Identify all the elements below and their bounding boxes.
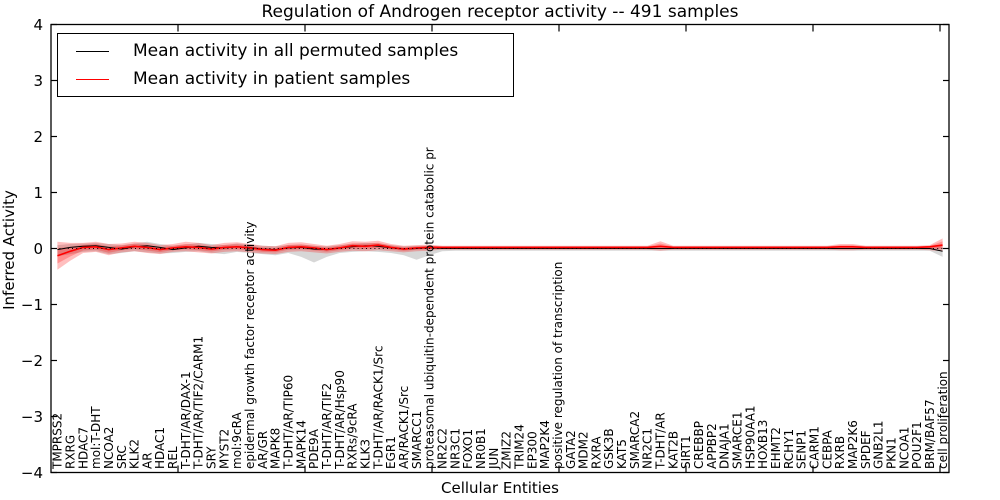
x-tick-label: NCOA1: [897, 427, 911, 469]
chart-title: Regulation of Androgen receptor activity…: [261, 2, 739, 22]
x-tick-label: cell proliferation: [936, 371, 950, 469]
x-tick-label: HDAC1: [153, 427, 167, 469]
x-tick-label: ZMIZ2: [500, 431, 514, 469]
x-tick-label: SPDEF: [859, 430, 873, 469]
x-tick-label: MAPK8: [269, 428, 283, 469]
x-tick-label: CREBBP: [692, 421, 706, 469]
x-tick-label: KLK3: [359, 439, 373, 469]
x-tick-label: TMPRSS2: [51, 413, 65, 470]
x-tick-label: BRM/BAF57: [923, 399, 937, 469]
x-tick-label: SIRT1: [679, 435, 693, 469]
x-tick-label: SMARCC1: [410, 411, 424, 469]
x-tick-label: NCOA2: [102, 427, 116, 469]
x-tick-label: EGR1: [384, 436, 398, 469]
y-tick-label: 1: [33, 184, 43, 202]
x-tick-label: NR2C1: [641, 428, 655, 469]
x-tick-label: FOXO1: [461, 429, 475, 469]
x-tick-label: CARM1: [808, 426, 822, 469]
y-axis-ticks: −4 −3 −2 −1 0 1 2 3 4: [21, 16, 949, 482]
x-tick-label: GNB2L1: [872, 421, 886, 469]
y-tick-label: −4: [21, 464, 43, 482]
y-tick-label: −1: [21, 296, 43, 314]
x-tick-label: T-DHT/AR/Hsp90: [333, 370, 347, 470]
x-tick-label: KAT5: [615, 439, 629, 469]
x-tick-label: MAP2K6: [846, 420, 860, 469]
x-tick-label: CEBPA: [820, 429, 834, 469]
x-tick-label: POU2F1: [910, 421, 924, 469]
x-tick-label: REL: [166, 446, 180, 469]
x-tick-label: AR: [140, 452, 154, 469]
x-tick-label: HDAC7: [76, 427, 90, 469]
x-tick-label: AR/GR: [256, 431, 270, 469]
x-tick-label: PDE9A: [307, 428, 321, 469]
patient-line-swatch: [76, 78, 109, 80]
x-tick-label: MAPK14: [294, 420, 308, 469]
legend-entry-patient: Mean activity in patient samples: [66, 69, 505, 89]
x-tick-label: MYST2: [217, 429, 231, 469]
x-tick-label: T-DHT/AR/RACK1/Src: [371, 346, 385, 470]
x-tick-label: MAP2K4: [538, 420, 552, 469]
x-tick-label: proteasomal ubiquitin-dependent protein …: [423, 147, 437, 469]
x-tick-label: SMARCE1: [731, 411, 745, 469]
x-tick-label: T-DHT/AR/DAX-1: [179, 371, 193, 470]
x-tick-label: DNAJA1: [718, 423, 732, 469]
y-tick-label: 2: [33, 128, 43, 146]
y-tick-label: 3: [33, 72, 43, 90]
legend-entry-permuted: Mean activity in all permuted samples: [66, 41, 505, 61]
x-tick-label: SRC: [115, 445, 129, 469]
x-tick-label: mol:9cRA: [230, 412, 244, 469]
y-tick-label: −2: [21, 352, 43, 370]
x-tick-label: HOXB13: [756, 420, 770, 469]
x-tick-label: NR0B1: [474, 428, 488, 469]
permuted-line-swatch: [76, 50, 109, 52]
x-tick-label: T-DHT/AR/TIP60: [282, 375, 296, 470]
x-tick-labels: TMPRSS2RXRGHDAC7mol:T-DHTNCOA2SRCKLK2ARH…: [51, 147, 950, 470]
x-tick-label: SRY: [205, 446, 219, 469]
x-tick-label: EP300: [525, 431, 539, 469]
patient-mean-line: [57, 244, 943, 257]
x-tick-label: AR/RACK1/Src: [397, 386, 411, 469]
x-tick-label: PKN1: [885, 437, 899, 469]
x-tick-label: RXRG: [63, 435, 77, 469]
x-tick-label: mol:T-DHT: [89, 406, 103, 469]
x-tick-label: positive regulation of transcription: [551, 262, 565, 469]
patient-band-inner: [57, 241, 943, 264]
x-tick-label: NR3C1: [448, 428, 462, 469]
x-tick-label: HSP90AA1: [743, 405, 757, 469]
x-tick-label: T-DHT/AR: [654, 412, 668, 470]
y-tick-label: 0: [33, 240, 43, 258]
y-tick-label: −3: [21, 408, 43, 426]
x-tick-label: NR2C2: [436, 428, 450, 469]
x-tick-label: RXRB: [833, 436, 847, 469]
x-tick-label: epidermal growth factor receptor activit…: [243, 222, 257, 469]
legend-label-patient: Mean activity in patient samples: [133, 69, 411, 89]
x-tick-label: SENP1: [795, 430, 809, 469]
x-tick-label: KAT2B: [666, 431, 680, 469]
x-tick-label: GATA2: [564, 430, 578, 469]
x-tick-label: T-DHT/AR/TIF2/CARM1: [192, 336, 206, 470]
legend: Mean activity in all permuted samples Me…: [57, 33, 514, 97]
x-tick-label: MDM2: [577, 431, 591, 469]
x-tick-label: RCHY1: [782, 429, 796, 469]
x-tick-label: GSK3B: [602, 428, 616, 469]
y-tick-label: 4: [33, 16, 43, 34]
x-tick-label: RXRs/9cRA: [346, 403, 360, 469]
x-tick-label: EHMT2: [769, 427, 783, 469]
x-tick-label: RXRA: [589, 436, 603, 469]
x-tick-label: SMARCA2: [628, 411, 642, 469]
x-tick-label: JUN: [487, 448, 501, 470]
x-axis-ticks: [177, 24, 941, 473]
x-tick-label: T-DHT/AR/TIF2: [320, 383, 334, 470]
x-tick-label: APPBP2: [705, 423, 719, 469]
x-axis-label: Cellular Entities: [441, 479, 559, 497]
patient-band-outer: [57, 238, 943, 270]
x-tick-label: TRIM24: [512, 424, 526, 470]
legend-label-permuted: Mean activity in all permuted samples: [133, 41, 459, 61]
x-tick-label: KLK2: [128, 439, 142, 469]
